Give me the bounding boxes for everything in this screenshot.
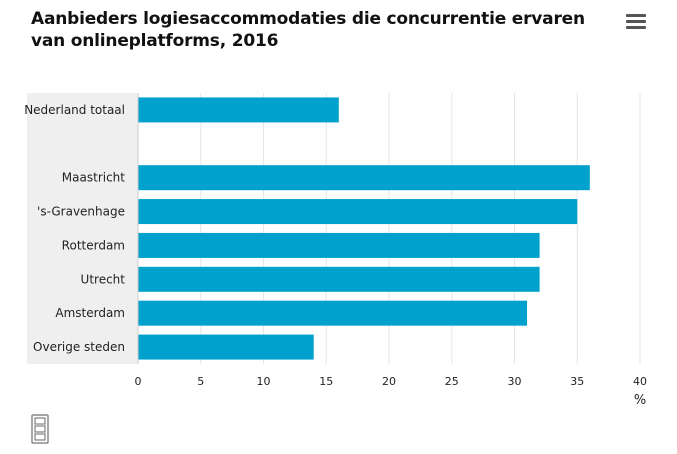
bar bbox=[138, 334, 314, 360]
chart-title: Aanbieders logiesaccommodaties die concu… bbox=[31, 9, 585, 51]
x-tick-label: 5 bbox=[197, 375, 204, 388]
x-tick-label: 15 bbox=[319, 375, 333, 388]
x-tick-label: 20 bbox=[382, 375, 396, 388]
bar bbox=[138, 199, 578, 225]
category-label-panel bbox=[27, 93, 138, 364]
category-label: 's-Gravenhage bbox=[37, 205, 125, 219]
x-tick-label: 40 bbox=[633, 375, 647, 388]
x-tick-label: 10 bbox=[257, 375, 271, 388]
x-tick-label: 0 bbox=[135, 375, 142, 388]
x-tick-label: 25 bbox=[445, 375, 459, 388]
category-label: Utrecht bbox=[81, 272, 126, 286]
bar bbox=[138, 165, 590, 191]
category-label: Nederland totaal bbox=[24, 103, 125, 117]
x-tick-label: 35 bbox=[570, 375, 584, 388]
category-label: Amsterdam bbox=[55, 306, 125, 320]
category-label: Overige steden bbox=[33, 340, 125, 354]
x-axis-unit-label: % bbox=[634, 393, 646, 408]
category-label: Maastricht bbox=[62, 171, 125, 185]
category-label: Rotterdam bbox=[62, 238, 125, 252]
cbs-logo-icon bbox=[31, 414, 49, 444]
bar bbox=[138, 97, 339, 123]
bar bbox=[138, 232, 540, 258]
hamburger-menu-icon[interactable] bbox=[626, 14, 646, 32]
x-tick-label: 30 bbox=[508, 375, 522, 388]
bar bbox=[138, 266, 540, 292]
bar bbox=[138, 300, 528, 326]
